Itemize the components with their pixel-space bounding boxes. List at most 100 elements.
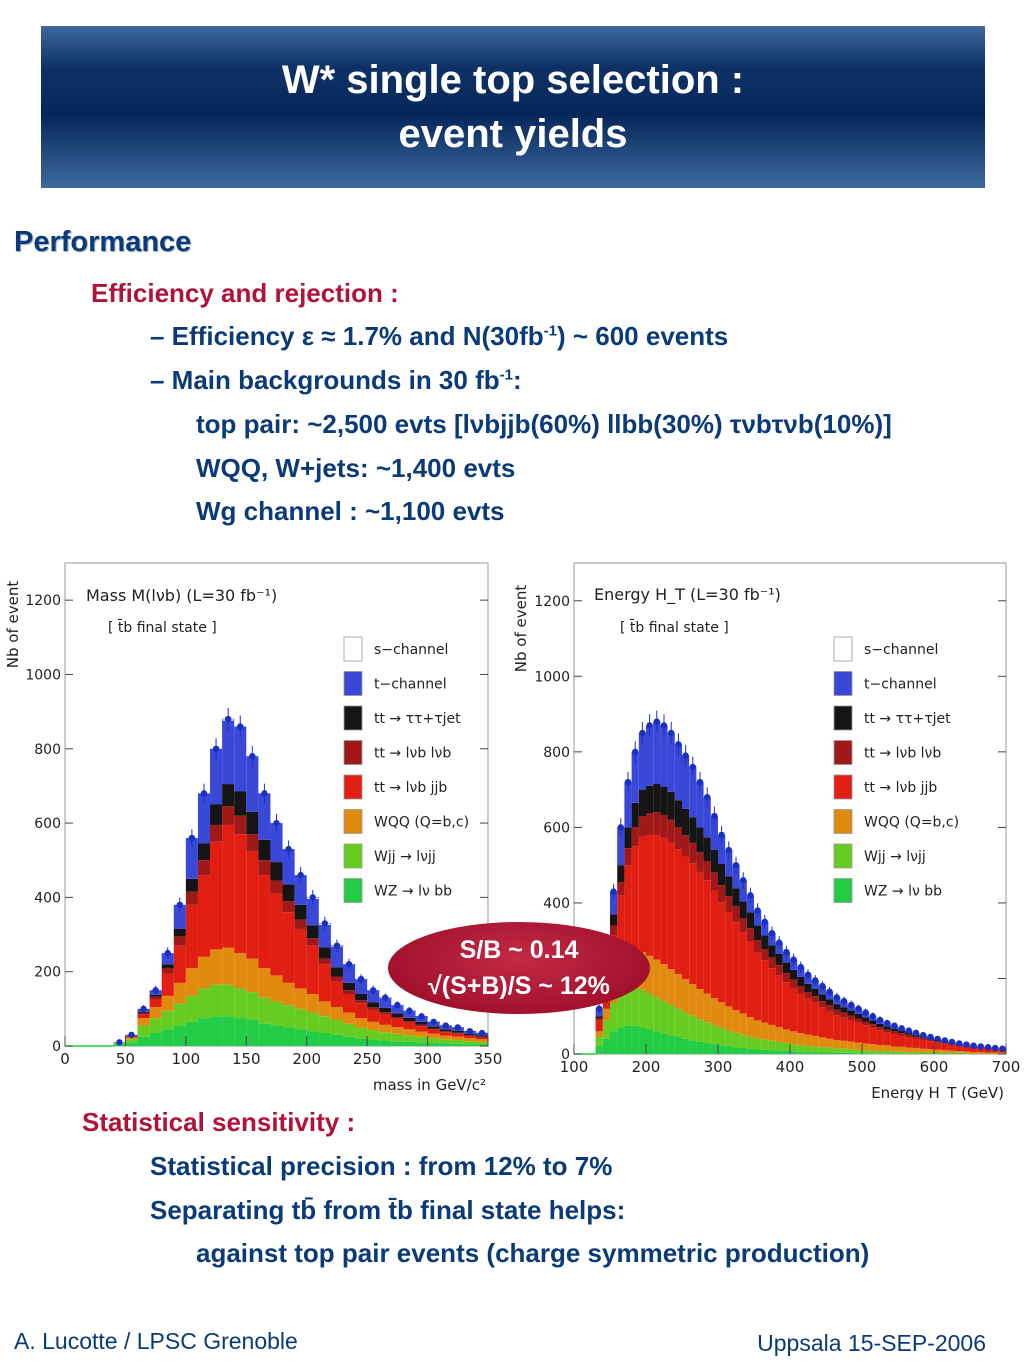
bar-segment	[912, 1036, 920, 1039]
legend-label: tt → lνb lνb	[374, 746, 451, 762]
bar-segment	[905, 1047, 913, 1053]
bar-segment	[746, 1036, 754, 1049]
bar-segment	[898, 1051, 906, 1054]
bar-segment	[718, 834, 726, 865]
bar-segment	[840, 1040, 848, 1049]
bar-segment	[617, 895, 625, 968]
bar-segment	[185, 904, 198, 968]
bar-segment	[826, 1052, 834, 1054]
bar-segment	[696, 1041, 704, 1054]
bar-segment	[173, 982, 186, 1004]
bar-segment	[610, 925, 618, 936]
bar-segment	[703, 861, 711, 881]
bar-segment	[415, 1024, 428, 1027]
data-point	[941, 1037, 948, 1044]
bar-segment	[941, 1043, 949, 1051]
bar-segment	[754, 952, 762, 1021]
x-tick-label: 250	[353, 1050, 382, 1068]
sensitivity-line-1: Statistical precision : from 12% to 7%	[150, 1151, 613, 1181]
y-tick-label: 1000	[534, 669, 570, 685]
bar-segment	[282, 912, 295, 983]
bar-segment	[811, 996, 819, 1003]
data-point	[725, 846, 732, 854]
legend-swatch	[343, 740, 363, 765]
x-axis-label: Energy H_T (GeV)	[871, 1084, 1004, 1100]
x-tick-label: 400	[776, 1058, 805, 1076]
bar-segment	[185, 837, 198, 879]
bar-segment	[595, 1046, 603, 1054]
bar-segment	[790, 969, 798, 980]
bar-segment	[185, 1021, 198, 1046]
data-point	[418, 1013, 425, 1020]
bar-segment	[667, 819, 675, 843]
bar-segment	[653, 959, 661, 998]
bar-segment	[768, 1040, 776, 1051]
bar-segment	[804, 1046, 812, 1053]
bar-segment	[761, 1039, 769, 1050]
bar-segment	[710, 816, 718, 850]
bar-segment	[258, 875, 271, 968]
bar-segment	[746, 895, 754, 913]
bar-segment	[125, 1039, 138, 1043]
bar-segment	[667, 1004, 675, 1036]
bar-segment	[638, 816, 646, 837]
data-point	[668, 729, 675, 737]
bar-segment	[854, 1053, 862, 1054]
bar-segment	[696, 852, 704, 872]
bar-segment	[912, 1038, 920, 1048]
data-point	[826, 988, 833, 995]
bar-segment	[403, 1017, 416, 1022]
bar-segment	[955, 1052, 963, 1054]
legend-swatch	[833, 809, 853, 834]
bar-segment	[391, 1027, 404, 1034]
data-point	[140, 1005, 147, 1013]
legend-swatch	[343, 671, 363, 696]
sensitivity-line-3: against top pair events (charge symmetri…	[196, 1238, 870, 1268]
series-3	[113, 824, 488, 1043]
bar-segment	[833, 1015, 841, 1041]
bar-segment	[883, 1032, 891, 1046]
bar-segment	[367, 991, 380, 1003]
bar-segment	[811, 1002, 819, 1036]
bar-segment	[782, 1029, 790, 1044]
data-point	[430, 1018, 437, 1026]
bar-segment	[355, 1000, 368, 1004]
bar-segment	[818, 1047, 826, 1053]
data-point	[273, 819, 280, 827]
bar-segment	[270, 823, 283, 863]
bar-segment	[775, 1050, 783, 1054]
bar-segment	[439, 1043, 452, 1046]
bar-segment	[862, 1021, 870, 1026]
bar-segment	[222, 720, 235, 785]
bar-segment	[905, 1052, 913, 1054]
bar-segment	[761, 949, 769, 961]
bar-segment	[682, 835, 690, 857]
bar-segment	[306, 945, 319, 994]
bar-segment	[898, 1033, 906, 1036]
bar-segment	[725, 1030, 733, 1047]
bar-segment	[475, 1041, 488, 1045]
bar-segment	[905, 1034, 913, 1038]
x-tick-label: 700	[992, 1058, 1021, 1076]
bar-segment	[689, 766, 697, 818]
bar-segment	[282, 982, 295, 1006]
title-line-1: W* single top selection :	[281, 58, 745, 102]
bar-segment	[833, 1052, 841, 1054]
data-point	[999, 1045, 1006, 1052]
bar-segment	[149, 999, 162, 1007]
bar-segment	[660, 1033, 668, 1054]
legend-label: tt → lνb jjb	[864, 780, 937, 796]
bar-segment	[463, 1044, 476, 1046]
bar-segment	[403, 1029, 416, 1036]
data-point	[912, 1029, 920, 1037]
bar-segment	[602, 1038, 610, 1054]
bar-segment	[732, 888, 740, 907]
efficiency-line-1-b: ) ~ 600 events	[556, 321, 729, 351]
bar-segment	[379, 998, 392, 1008]
bar-segment	[775, 1027, 783, 1042]
bar-segment	[811, 988, 819, 997]
series-4	[125, 806, 488, 1038]
data-point	[984, 1044, 992, 1051]
bar-segment	[689, 1015, 697, 1041]
bar-segment	[367, 1002, 380, 1008]
